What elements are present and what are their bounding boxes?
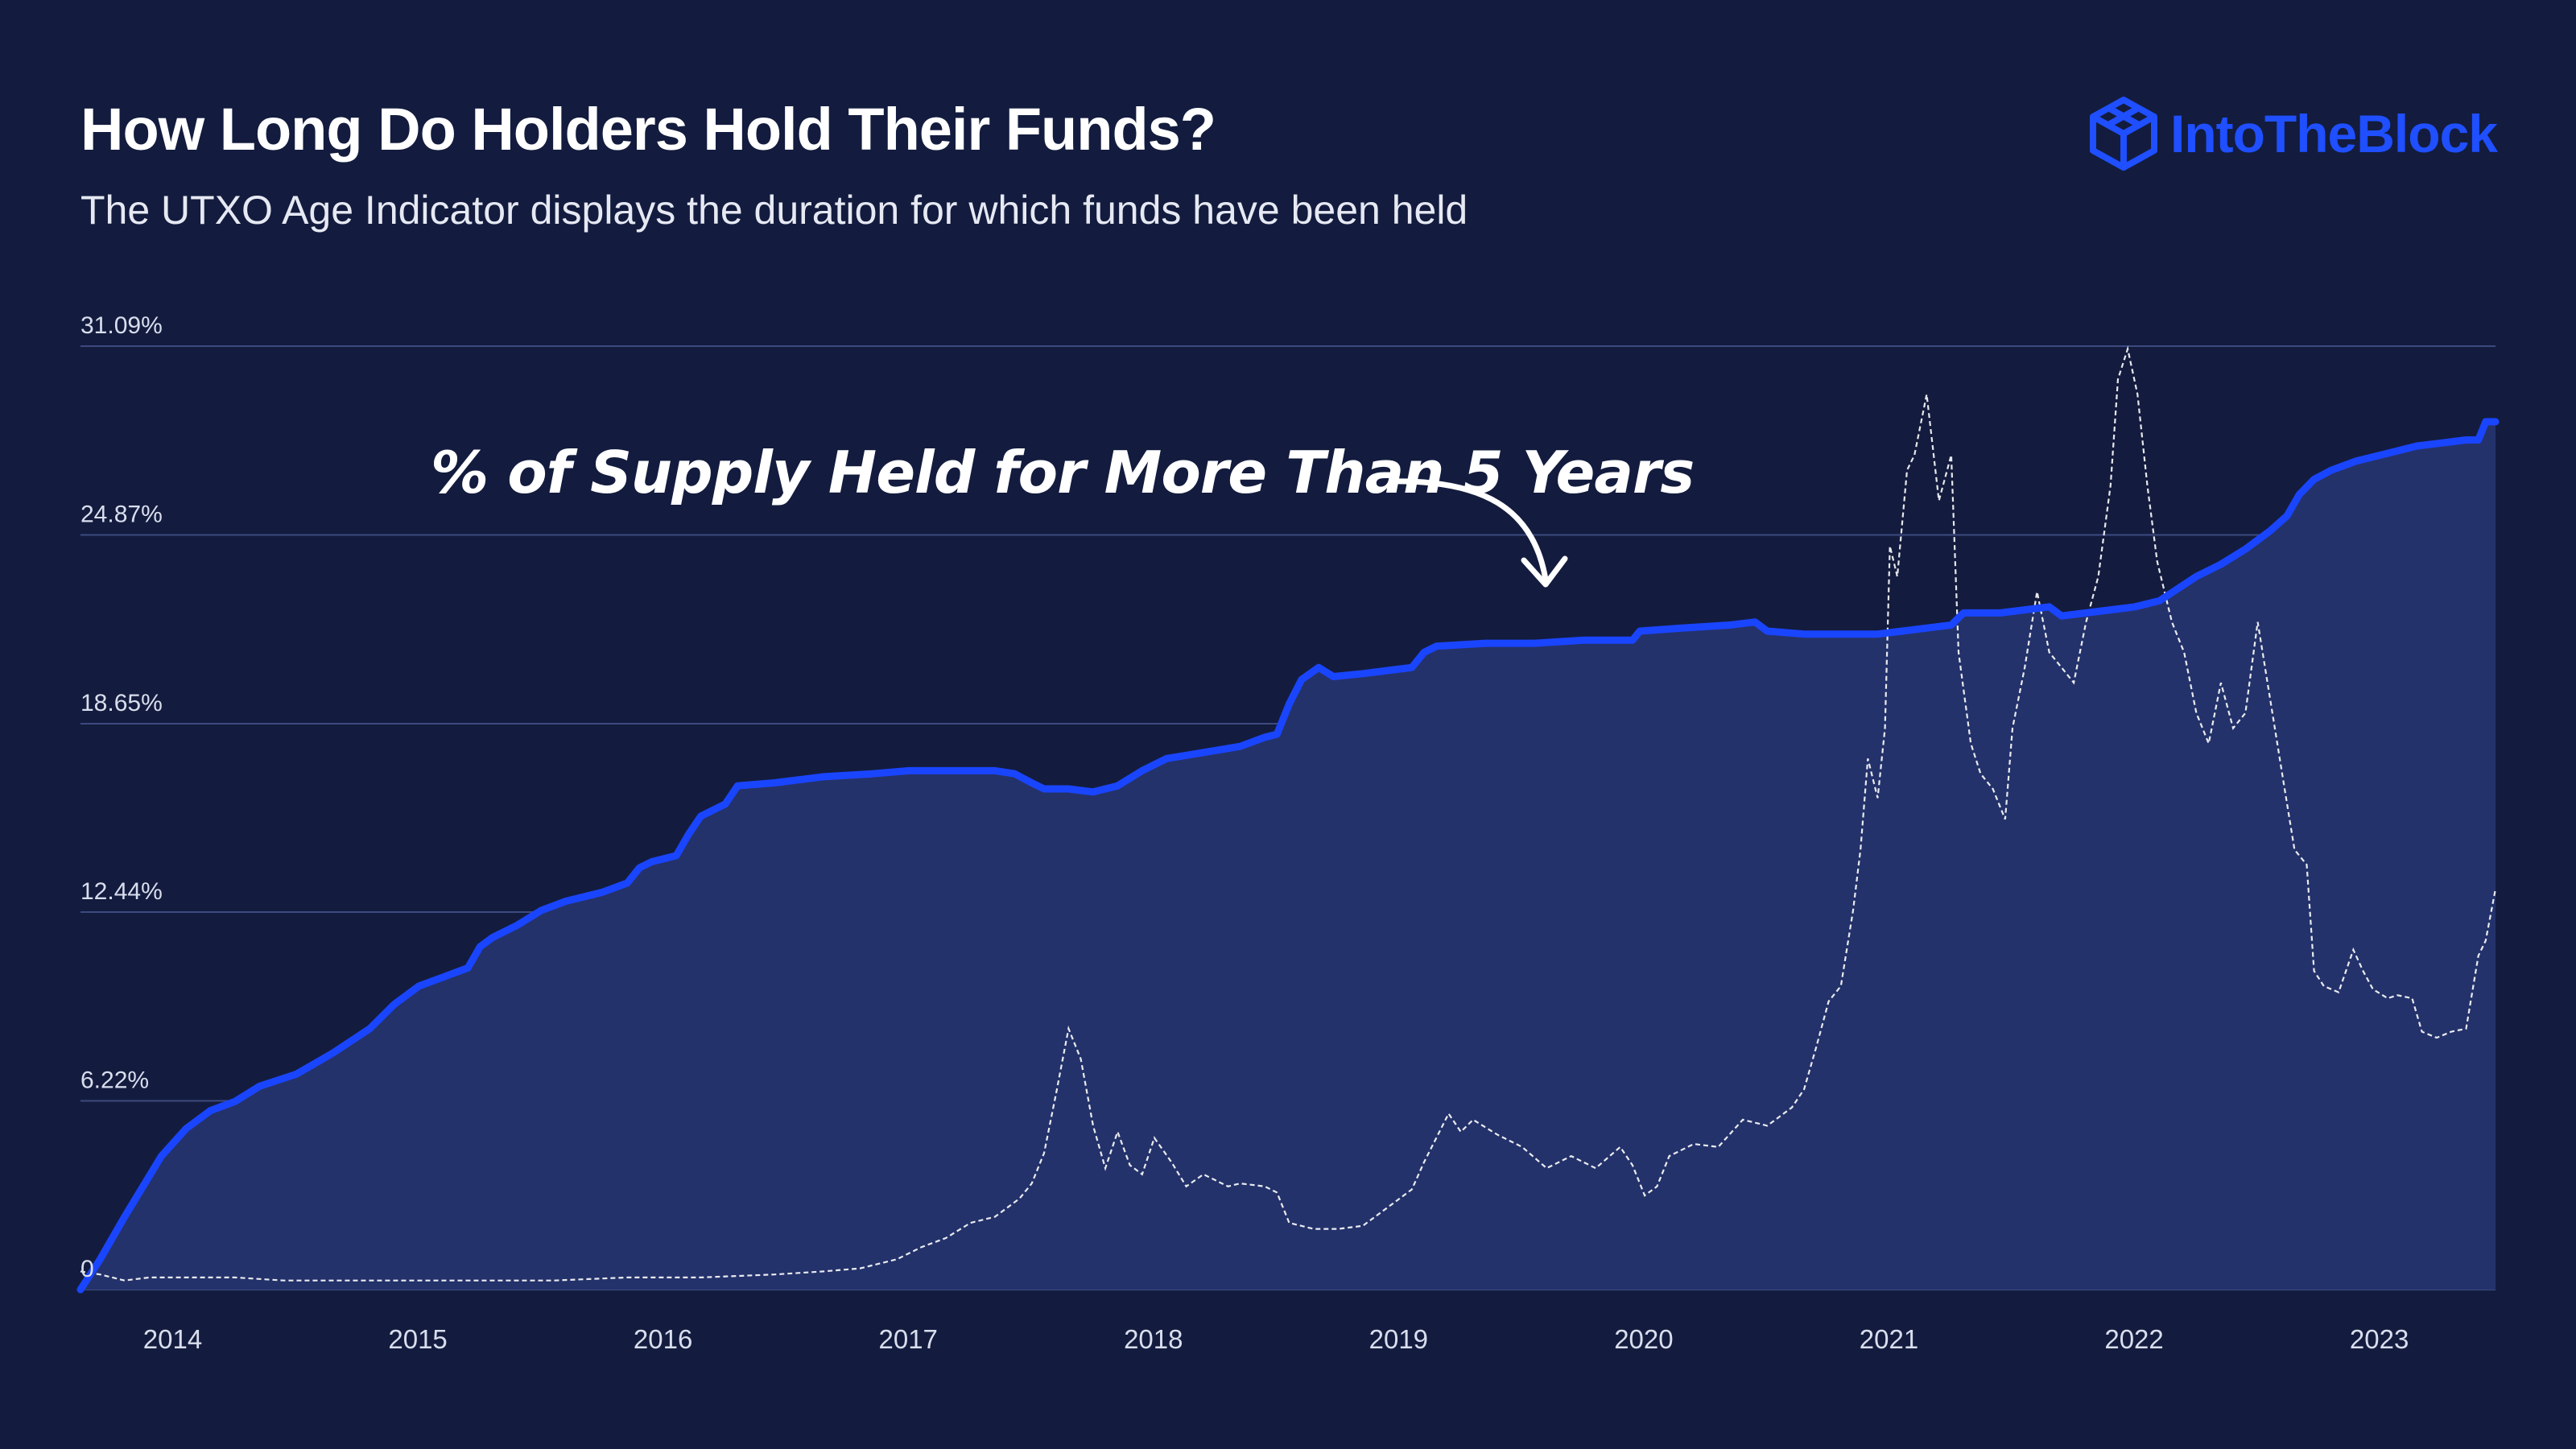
brand-logo: IntoTheBlock — [2088, 95, 2498, 172]
y-tick-label: 24.87% — [80, 501, 163, 527]
annotation-arrow — [1388, 478, 1549, 583]
dashed-series-layer — [80, 345, 2497, 1282]
y-tick-label: 0 — [80, 1256, 94, 1282]
x-tick-label: 2019 — [1369, 1324, 1428, 1354]
x-axis-ticks: 2014 2015 2016 2017 2018 2019 2020 2021 2022 2023 — [143, 1324, 2409, 1354]
x-tick-label: 2017 — [879, 1324, 938, 1354]
chart-subtitle: The UTXO Age Indicator displays the dura… — [80, 188, 1468, 233]
y-tick-label: 18.65% — [80, 690, 163, 716]
x-tick-label: 2021 — [1860, 1324, 1918, 1354]
annotation-group: % of Supply Held for More Than 5 Years — [431, 439, 1695, 588]
annotation-label: % of Supply Held for More Than 5 Years — [431, 439, 1694, 506]
x-tick-label: 2018 — [1124, 1324, 1183, 1354]
y-tick-label: 12.44% — [80, 878, 163, 905]
y-tick-label: 6.22% — [80, 1067, 149, 1094]
brand-name: IntoTheBlock — [2169, 104, 2498, 163]
x-tick-label: 2015 — [388, 1324, 447, 1354]
annotation-arrowhead — [1521, 555, 1568, 588]
y-tick-label: 31.09% — [80, 312, 163, 339]
x-tick-label: 2020 — [1614, 1324, 1673, 1354]
x-tick-label: 2023 — [2350, 1324, 2409, 1354]
main-series-layer — [76, 418, 2500, 1294]
supply-area-layer — [80, 421, 2496, 1290]
x-tick-label: 2014 — [143, 1324, 202, 1354]
x-tick-label: 2016 — [634, 1324, 692, 1354]
chart-title: How Long Do Holders Hold Their Funds? — [80, 96, 1216, 163]
cube-logo-icon — [2089, 97, 2157, 171]
supply-area-fill — [80, 421, 2496, 1290]
supply-held-line — [76, 418, 2500, 1294]
dashed-series-line — [80, 345, 2497, 1282]
x-tick-label: 2022 — [2104, 1324, 2163, 1354]
y-axis-ticks: 0 6.22% 12.44% 18.65% 24.87% 31.09% — [80, 312, 163, 1282]
